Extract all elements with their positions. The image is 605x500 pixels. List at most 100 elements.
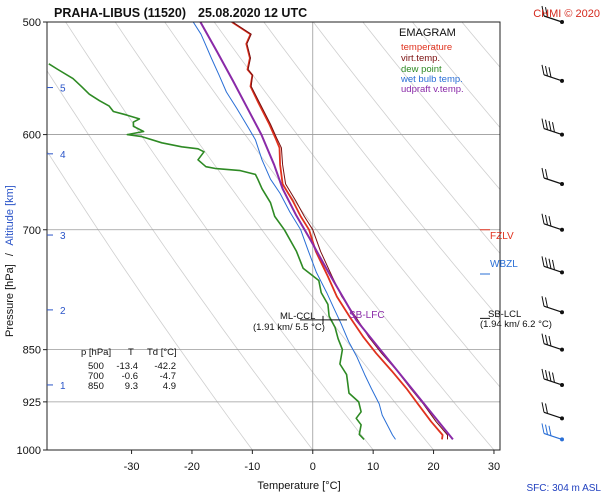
wind-barb-feather [545,403,548,414]
wind-barb-feather [552,372,555,383]
wind-barb-feather [545,257,548,268]
table-header-t: T [128,347,134,358]
legend: EMAGRAM temperature virt.temp. dew point… [399,27,464,95]
station-title: PRAHA-LIBUS (11520) [54,6,186,20]
wind-barb-feather [541,402,545,413]
x-tick-label: 0 [310,461,316,473]
x-tick-label: 20 [427,461,439,473]
legend-title: EMAGRAM [399,27,456,39]
dry-adiabat-line [362,22,500,191]
altitude-tick-label: 2 [60,306,66,317]
dry-adiabat-line [164,22,495,450]
x-tick-label: -10 [244,461,260,473]
ml-ccl-label: ML-CCL [280,311,315,322]
series-wet-bulb-temp [192,22,396,440]
x-axis-label: Temperature [°C] [257,480,340,492]
legend-temperature: temperature [401,42,452,53]
wbzl-label: WBZL [490,259,518,270]
y-tick-label: 600 [23,130,41,142]
wind-barb-staff [543,128,563,136]
dry-adiabats [47,22,500,450]
y-tick-label: 700 [23,225,41,237]
wind-barb-staff [543,74,563,82]
wind-barb-feather [545,370,548,381]
legend-wet-bulb: wet bulb temp. [400,74,463,85]
annotation-lines [300,229,490,324]
x-tick-label: -20 [184,461,200,473]
ml-ccl-sub: (1.91 km/ 5.5 °C) [253,322,325,333]
legend-dew-point: dew point [401,64,442,75]
wind-barb-feather [541,64,545,75]
y-tick-label: 500 [23,17,41,29]
wind-barb-feather [541,118,545,129]
y-tick-label: 850 [23,345,41,357]
dry-adiabat-line [114,22,434,450]
table-row-700-p: 700 [88,371,104,382]
table-row-850-t: 9.3 [125,381,138,392]
sb-lcl-sub: (1.94 km/ 6.2 °C) [480,319,552,330]
x-tick-label: 30 [488,461,500,473]
legend-updraft-vtemp: udpraft v.temp. [401,84,464,95]
wind-barb-dot [560,347,564,352]
wind-barb-feather [545,334,548,345]
wind-barb-dot [560,382,564,387]
wind-barb-feather [545,65,548,77]
table-row-850-p: 850 [88,381,104,392]
wind-barb-dot [560,132,564,137]
wind-barb-dot [560,416,564,421]
wind-barb-dot [560,310,564,315]
fzlv-label: FZLV [490,231,514,242]
table-row-500-t: -13.4 [116,361,138,372]
wind-barb-dot [560,437,564,442]
wind-barb-feather [545,7,548,18]
series-dew-point [48,63,365,440]
wind-barb-feather [541,5,545,17]
dry-adiabat-line [263,22,500,320]
wind-barb-dot [560,227,564,232]
wind-barb-dot [560,78,564,83]
surface-info: SFC: 304 m ASL [527,483,602,494]
series-group [48,22,454,441]
altitude-tick-label: 3 [60,231,66,242]
wind-barb-feather [541,333,545,344]
wind-barbs [541,5,564,442]
y-tick-label: 925 [23,397,41,409]
altitude-tick-label: 1 [60,381,66,392]
wind-barb-staff [543,411,563,419]
wind-barb-feather [548,258,552,269]
dry-adiabat-line [65,22,374,450]
wind-barb-feather [548,371,552,382]
table-header-p: p [hPa] [81,347,111,358]
dry-adiabat-line [47,70,314,450]
legend-virt-temp: virt.temp. [401,53,440,64]
wind-barb-staff [543,343,563,351]
x-tick-label: -30 [124,461,140,473]
wind-barb-dot [560,182,564,187]
wind-barb-staff [543,177,563,185]
y-tick-label: 1000 [17,445,41,457]
sb-lcl-label: SB-LCL [488,309,521,320]
dry-adiabat-line [47,150,253,450]
table-row-700-t: -0.6 [122,371,138,382]
wind-barb-feather [548,425,552,436]
wind-barb-staff [543,378,563,386]
wind-barb-feather [541,296,545,307]
y-axis-label-altitude: Altitude [km] [4,185,16,246]
series-udpraft-v-temp [199,22,454,441]
wind-barb-staff [543,223,563,231]
wind-barb-feather [541,167,545,179]
wind-barb-feather [541,423,545,434]
wind-barb-feather [552,122,555,133]
wind-barb-feather [541,256,545,267]
wind-barb-feather [545,119,548,130]
wind-barb-dot [560,270,564,275]
wind-barb-staff [543,265,563,273]
plot-background [47,22,500,450]
wind-barb-feather [548,335,552,347]
wind-barb-feather [545,214,548,226]
sb-lfc-label: SB-LFC [349,310,385,321]
altitude-ticks: 5 4 3 2 1 [47,84,66,392]
table-row-850-td: 4.9 [163,381,176,392]
datetime-title: 25.08.2020 12 UTC [198,6,307,20]
